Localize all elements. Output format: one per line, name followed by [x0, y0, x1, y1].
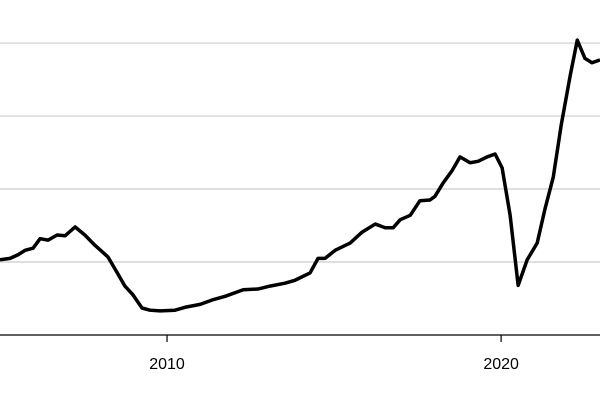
x-tick-label: 2010	[149, 356, 185, 373]
line	[0, 38, 600, 313]
x-tick-label: 2020	[483, 356, 519, 373]
